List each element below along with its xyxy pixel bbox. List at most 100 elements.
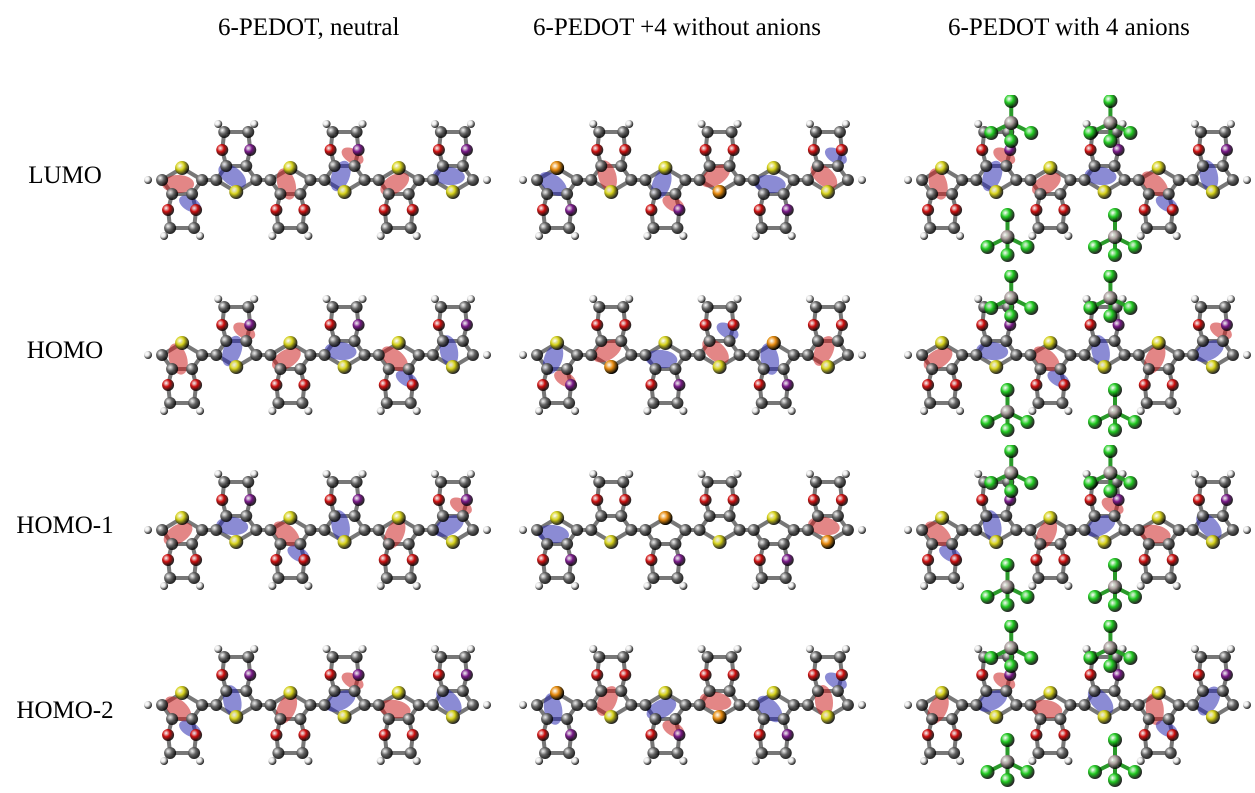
chlorine-atom — [1020, 415, 1035, 429]
carbon-atom — [1196, 160, 1209, 172]
oxygen-atom — [298, 729, 311, 741]
chlorine-atom — [1103, 309, 1118, 323]
carbon-atom — [164, 397, 177, 409]
carbon-atom — [946, 188, 959, 200]
carbon-atom — [188, 572, 201, 584]
hydrogen-atom — [920, 407, 929, 415]
chlorine-atom — [1000, 383, 1015, 397]
hydrogen-atom — [214, 120, 223, 128]
carbon-atom — [1108, 510, 1121, 522]
chlorine-atom — [1103, 134, 1118, 148]
molecule-panel-plus4-homo — [515, 270, 870, 440]
carbon-atom — [649, 188, 662, 200]
oxygen-atom — [537, 554, 550, 566]
carbon-atom — [166, 188, 179, 200]
orange-marker-atom — [766, 336, 781, 350]
carbon-atom — [382, 363, 395, 375]
oxygen-atom — [1058, 379, 1071, 391]
oxygen-atom — [781, 554, 794, 566]
hydrogen-atom — [466, 645, 475, 653]
oxygen-atom — [378, 729, 391, 741]
boron-atom — [1108, 580, 1122, 594]
hydrogen-atom — [160, 232, 169, 240]
hydrogen-atom — [805, 120, 814, 128]
chlorine-atom — [1088, 240, 1102, 254]
chlorine-atom — [984, 126, 999, 140]
carbon-atom — [1034, 538, 1047, 550]
carbon-atom — [916, 174, 929, 186]
carbon-atom — [617, 126, 630, 138]
carbon-atom — [350, 301, 363, 313]
carbon-atom — [595, 685, 608, 697]
hydrogen-atom — [250, 645, 259, 653]
chlorine-atom — [1083, 301, 1098, 315]
carbon-atom — [426, 699, 439, 711]
sulfur-atom — [935, 511, 950, 525]
hydrogen-atom — [1190, 470, 1199, 478]
carbon-atom — [456, 335, 469, 347]
sulfur-atom — [1097, 185, 1112, 199]
carbon-atom — [382, 538, 395, 550]
carbon-atom — [1196, 335, 1209, 347]
oxygen-atom — [922, 379, 935, 391]
carbon-atom — [801, 524, 814, 536]
carbon-atom — [669, 538, 682, 550]
sulfur-atom — [1043, 336, 1058, 350]
hydrogen-atom — [751, 232, 760, 240]
carbon-atom — [615, 335, 628, 347]
oxygen-atom — [244, 144, 257, 156]
carbon-atom — [1010, 524, 1023, 536]
carbon-atom — [625, 524, 638, 536]
carbon-atom — [196, 524, 209, 536]
oxygen-atom — [270, 204, 283, 216]
chlorine-atom — [1024, 126, 1039, 140]
hydrogen-atom — [1028, 232, 1037, 240]
hydrogen-atom — [304, 407, 313, 415]
carbon-atom — [924, 747, 937, 759]
carbon-atom — [916, 349, 929, 361]
carbon-atom — [250, 174, 263, 186]
hydrogen-atom — [358, 295, 367, 303]
sulfur-atom — [283, 336, 298, 350]
carbon-atom — [296, 572, 309, 584]
carbon-atom — [946, 363, 959, 375]
carbon-atom — [725, 651, 738, 663]
carbon-atom — [294, 363, 307, 375]
carbon-atom — [250, 524, 263, 536]
carbon-atom — [458, 476, 471, 488]
carbon-atom — [1118, 524, 1131, 536]
oxygen-atom — [216, 144, 229, 156]
carbon-atom — [1118, 349, 1131, 361]
oxygen-atom — [807, 319, 820, 331]
chlorine-atom — [1000, 733, 1015, 747]
chlorine-atom — [1103, 95, 1118, 108]
hydrogen-atom — [571, 407, 580, 415]
carbon-atom — [615, 685, 628, 697]
carbon-atom — [294, 188, 307, 200]
oxygen-atom — [673, 554, 686, 566]
oxygen-atom — [835, 144, 848, 156]
molecule-render — [144, 645, 491, 765]
carbon-atom — [1088, 160, 1101, 172]
carbon-atom — [218, 301, 231, 313]
oxygen-atom — [162, 729, 175, 741]
carbon-atom — [196, 174, 209, 186]
sulfur-atom — [1151, 161, 1166, 175]
oxygen-atom — [298, 204, 311, 216]
carbon-atom — [466, 174, 479, 186]
hydrogen-atom — [904, 351, 912, 359]
molecule-panel-anions-homo1 — [900, 445, 1255, 615]
sulfur-atom — [658, 686, 673, 700]
chlorine-atom — [1088, 590, 1102, 604]
orbital-lobe — [924, 521, 952, 547]
oxygen-atom — [565, 379, 578, 391]
orange-marker-atom — [604, 360, 619, 374]
oxygen-atom — [1166, 729, 1179, 741]
sulfur-atom — [935, 686, 950, 700]
carbon-atom — [561, 713, 574, 725]
carbon-atom — [436, 685, 449, 697]
sulfur-atom — [989, 710, 1004, 724]
carbon-atom — [250, 349, 263, 361]
carbon-atom — [210, 174, 223, 186]
carbon-atom — [166, 538, 179, 550]
